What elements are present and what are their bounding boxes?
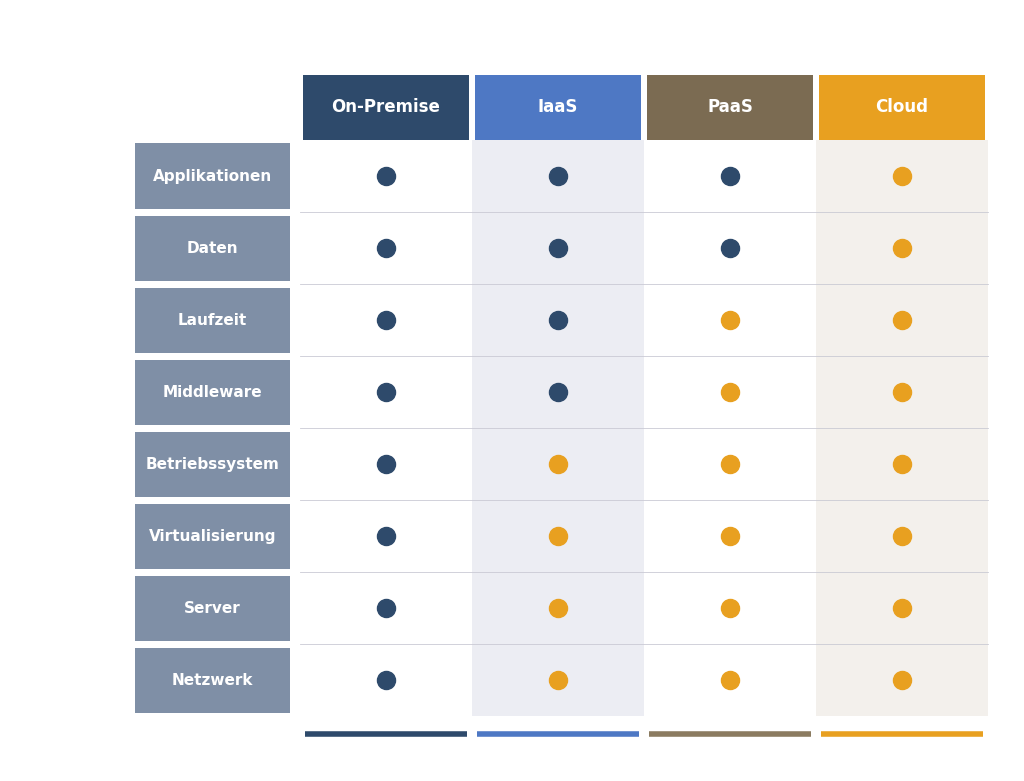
Text: Server: Server xyxy=(184,601,241,615)
Text: Betriebssystem: Betriebssystem xyxy=(145,457,280,472)
Bar xyxy=(135,359,290,425)
Bar xyxy=(819,75,985,140)
Bar xyxy=(135,287,290,352)
Bar xyxy=(135,216,290,280)
Bar xyxy=(475,75,641,140)
Bar xyxy=(135,647,290,712)
Bar xyxy=(135,431,290,497)
Text: On-Premise: On-Premise xyxy=(332,98,440,116)
Bar xyxy=(135,576,290,640)
Bar xyxy=(472,140,644,716)
Bar xyxy=(135,144,290,209)
Text: Cloud: Cloud xyxy=(876,98,929,116)
Bar xyxy=(816,140,988,716)
Bar xyxy=(303,75,469,140)
Text: PaaS: PaaS xyxy=(707,98,753,116)
Text: IaaS: IaaS xyxy=(538,98,579,116)
Bar xyxy=(647,75,813,140)
Text: Middleware: Middleware xyxy=(163,384,262,400)
Text: Laufzeit: Laufzeit xyxy=(178,312,247,327)
Text: Virtualisierung: Virtualisierung xyxy=(148,529,276,544)
Text: Netzwerk: Netzwerk xyxy=(172,672,253,687)
Text: Applikationen: Applikationen xyxy=(153,169,272,184)
Bar xyxy=(135,504,290,569)
Text: Daten: Daten xyxy=(186,241,239,255)
